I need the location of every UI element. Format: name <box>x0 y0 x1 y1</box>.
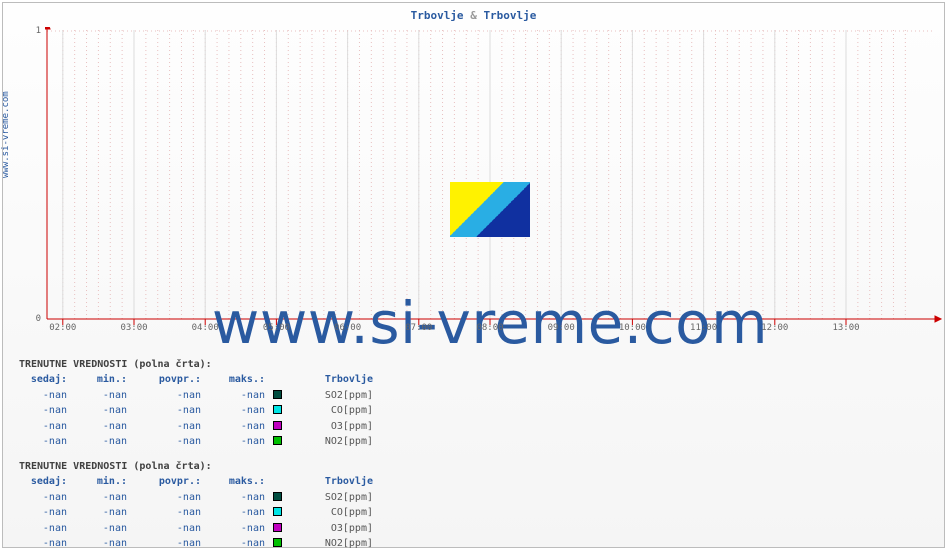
val-min: -nan <box>67 490 127 505</box>
series-label: SO2[ppm] <box>283 388 373 403</box>
val-max: -nan <box>201 521 265 536</box>
val-avg: -nan <box>127 505 201 520</box>
series-label: NO2[ppm] <box>283 536 373 551</box>
series-label: CO[ppm] <box>283 403 373 418</box>
legend-swatch-icon <box>273 436 282 445</box>
val-min: -nan <box>67 403 127 418</box>
series-label: O3[ppm] <box>283 521 373 536</box>
hdr-max: maks.: <box>201 372 265 387</box>
y-tick-label: 1 <box>31 26 41 36</box>
val-avg: -nan <box>127 403 201 418</box>
x-tick-label: 10:00 <box>619 323 646 333</box>
grid-svg <box>45 27 945 337</box>
x-tick-label: 06:00 <box>334 323 361 333</box>
x-tick-label: 02:00 <box>49 323 76 333</box>
table-row: -nan-nan-nan-nanCO[ppm] <box>19 505 373 521</box>
table-header-row: sedaj:min.:povpr.:maks.: Trbovlje <box>19 474 373 489</box>
hdr-location: Trbovlje <box>283 474 373 489</box>
series-label: O3[ppm] <box>283 419 373 434</box>
table-row: -nan-nan-nan-nanNO2[ppm] <box>19 434 373 450</box>
hdr-min: min.: <box>67 372 127 387</box>
val-now: -nan <box>19 536 67 551</box>
val-max: -nan <box>201 403 265 418</box>
val-avg: -nan <box>127 490 201 505</box>
val-avg: -nan <box>127 388 201 403</box>
table-row: -nan-nan-nan-nanO3[ppm] <box>19 418 373 434</box>
val-avg: -nan <box>127 434 201 449</box>
table-row: -nan-nan-nan-nanSO2[ppm] <box>19 489 373 505</box>
val-min: -nan <box>67 388 127 403</box>
table-row: -nan-nan-nan-nanCO[ppm] <box>19 403 373 419</box>
val-now: -nan <box>19 388 67 403</box>
legend-swatch-icon <box>273 507 282 516</box>
hdr-avg: povpr.: <box>127 372 201 387</box>
x-tick-label: 07:00 <box>405 323 432 333</box>
x-tick-label: 03:00 <box>120 323 147 333</box>
x-tick-label: 05:00 <box>263 323 290 333</box>
x-tick-label: 11:00 <box>690 323 717 333</box>
val-now: -nan <box>19 434 67 449</box>
legend-tables: TRENUTNE VREDNOSTI (polna črta):sedaj:mi… <box>19 355 373 551</box>
title-loc-b: Trbovlje <box>483 9 536 22</box>
table-section-title: TRENUTNE VREDNOSTI (polna črta): <box>19 459 373 474</box>
val-max: -nan <box>201 419 265 434</box>
x-tick-label: 09:00 <box>548 323 575 333</box>
val-min: -nan <box>67 505 127 520</box>
legend-swatch-icon <box>273 390 282 399</box>
val-max: -nan <box>201 490 265 505</box>
val-min: -nan <box>67 536 127 551</box>
hdr-avg: povpr.: <box>127 474 201 489</box>
series-label: NO2[ppm] <box>283 434 373 449</box>
hdr-location: Trbovlje <box>283 372 373 387</box>
val-avg: -nan <box>127 521 201 536</box>
x-tick-label: 08:00 <box>476 323 503 333</box>
site-link[interactable]: www.si-vreme.com <box>1 91 11 178</box>
table-row: -nan-nan-nan-nanNO2[ppm] <box>19 536 373 551</box>
x-tick-label: 04:00 <box>192 323 219 333</box>
table-row: -nan-nan-nan-nanO3[ppm] <box>19 520 373 536</box>
val-now: -nan <box>19 521 67 536</box>
legend-swatch-icon <box>273 523 282 532</box>
y-tick-label: 0 <box>31 314 41 324</box>
val-max: -nan <box>201 536 265 551</box>
chart-frame: www.si-vreme.com Trbovlje & Trbovlje www… <box>2 2 945 548</box>
val-min: -nan <box>67 419 127 434</box>
table-row: -nan-nan-nan-nanSO2[ppm] <box>19 387 373 403</box>
legend-swatch-icon <box>273 405 282 414</box>
val-max: -nan <box>201 505 265 520</box>
hdr-now: sedaj: <box>19 474 67 489</box>
val-max: -nan <box>201 434 265 449</box>
legend-swatch-icon <box>273 538 282 547</box>
x-tick-label: 13:00 <box>832 323 859 333</box>
val-now: -nan <box>19 403 67 418</box>
val-now: -nan <box>19 490 67 505</box>
val-min: -nan <box>67 521 127 536</box>
plot-area: www.si-vreme.com <box>45 27 935 322</box>
series-label: SO2[ppm] <box>283 490 373 505</box>
val-now: -nan <box>19 419 67 434</box>
chart-title: Trbovlje & Trbovlje <box>3 9 944 22</box>
legend-swatch-icon <box>273 421 282 430</box>
y-axis-site-label: www.si-vreme.com <box>1 91 11 178</box>
hdr-now: sedaj: <box>19 372 67 387</box>
table-header-row: sedaj:min.:povpr.:maks.: Trbovlje <box>19 372 373 387</box>
val-now: -nan <box>19 505 67 520</box>
table-section-title: TRENUTNE VREDNOSTI (polna črta): <box>19 357 373 372</box>
hdr-min: min.: <box>67 474 127 489</box>
val-max: -nan <box>201 388 265 403</box>
hdr-max: maks.: <box>201 474 265 489</box>
val-min: -nan <box>67 434 127 449</box>
series-label: CO[ppm] <box>283 505 373 520</box>
title-loc-a: Trbovlje <box>411 9 464 22</box>
legend-swatch-icon <box>273 492 282 501</box>
val-avg: -nan <box>127 419 201 434</box>
x-tick-label: 12:00 <box>761 323 788 333</box>
val-avg: -nan <box>127 536 201 551</box>
title-amp: & <box>470 9 477 22</box>
